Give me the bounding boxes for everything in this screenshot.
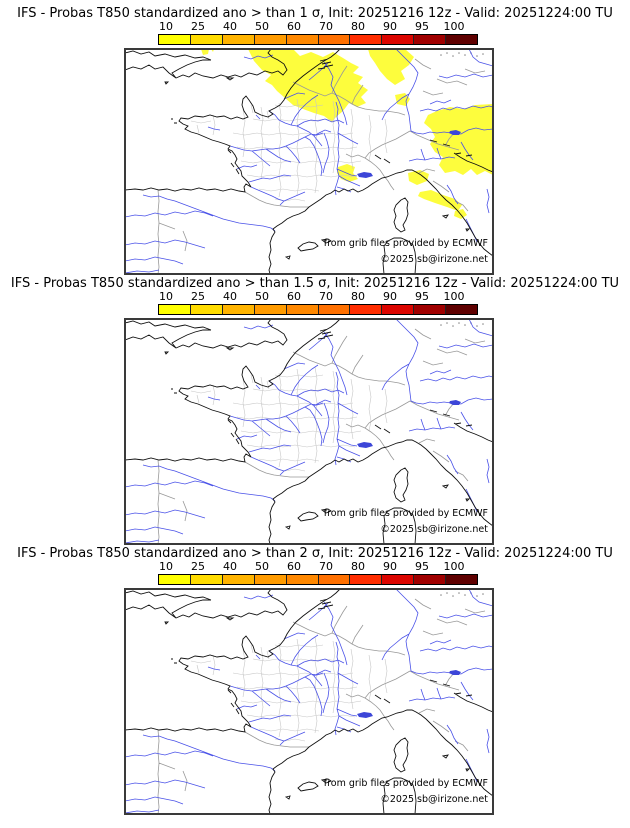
colorbar-scale: [158, 304, 478, 315]
colorbar-tick: 25: [191, 20, 205, 33]
colorbar-tick: 90: [383, 290, 397, 303]
colorbar-tick: 80: [351, 20, 365, 33]
colorbar-tick: 100: [443, 290, 465, 303]
colorbar-tick: 100: [443, 560, 465, 573]
colorbar-segment: [349, 305, 382, 314]
colorbar-segment: [445, 575, 478, 584]
colorbar-tick: 80: [351, 290, 365, 303]
panel-sigma-2: IFS - Probas T850 standardized ano > tha…: [0, 542, 630, 815]
attribution-copyright: ©2025 sb@irizone.net: [380, 524, 488, 535]
colorbar-segment: [189, 305, 222, 314]
colorbar-tick: 60: [287, 290, 301, 303]
probability-colorbar: 10 25 40 50 60 70 80 90 95 100: [138, 561, 492, 588]
colorbar-segment: [221, 35, 254, 44]
colorbar-segment: [317, 35, 350, 44]
colorbar-tick: 100: [443, 20, 465, 33]
colorbar-segment: [349, 35, 382, 44]
colorbar-segment: [445, 305, 478, 314]
attribution-copyright: ©2025 sb@irizone.net: [380, 254, 488, 265]
colorbar-tick: 60: [287, 20, 301, 33]
attribution-copyright: ©2025 sb@irizone.net: [380, 794, 488, 805]
colorbar-segment: [285, 305, 318, 314]
probability-colorbar: 10 25 40 50 60 70 80 90 95 100: [138, 291, 492, 318]
colorbar-segment: [253, 575, 286, 584]
map-canvas: [125, 49, 493, 274]
colorbar-segment: [253, 305, 286, 314]
colorbar-segment: [381, 575, 414, 584]
colorbar-tick: 70: [319, 20, 333, 33]
probability-region: [201, 49, 209, 55]
colorbar-segment: [413, 575, 446, 584]
colorbar-tick: 70: [319, 290, 333, 303]
probability-region: [248, 49, 368, 122]
panel-title: IFS - Probas T850 standardized ano > tha…: [17, 6, 613, 21]
panel-title: IFS - Probas T850 standardized ano > tha…: [17, 546, 613, 561]
colorbar-segment: [221, 305, 254, 314]
colorbar-segment: [189, 575, 222, 584]
colorbar-segment: [189, 35, 222, 44]
colorbar-tick: 95: [415, 20, 429, 33]
colorbar-tick: 80: [351, 560, 365, 573]
probability-colorbar: 10 25 40 50 60 70 80 90 95 100: [138, 21, 492, 48]
colorbar-scale: [158, 574, 478, 585]
colorbar-scale: [158, 34, 478, 45]
colorbar-tick: 25: [191, 560, 205, 573]
colorbar-segment: [381, 35, 414, 44]
probability-region: [424, 104, 493, 175]
colorbar-tick: 40: [223, 560, 237, 573]
probability-region: [337, 164, 358, 182]
colorbar-segment: [413, 305, 446, 314]
colorbar-tick: 50: [255, 290, 269, 303]
colorbar-segment: [285, 575, 318, 584]
panel-title: IFS - Probas T850 standardized ano > tha…: [10, 276, 620, 291]
panel-sigma-1: IFS - Probas T850 standardized ano > tha…: [0, 2, 630, 275]
colorbar-tick: 90: [383, 20, 397, 33]
colorbar-segment: [413, 35, 446, 44]
probability-region: [368, 49, 414, 85]
probability-map: from grib files provided by ECMWF ©2025 …: [124, 48, 494, 275]
colorbar-tick: 70: [319, 560, 333, 573]
colorbar-segment: [317, 305, 350, 314]
colorbar-segment: [317, 575, 350, 584]
colorbar-segment: [381, 305, 414, 314]
colorbar-segment: [159, 305, 190, 314]
colorbar-tick: 50: [255, 20, 269, 33]
colorbar-segment: [221, 575, 254, 584]
colorbar-segment: [159, 575, 190, 584]
colorbar-tick: 40: [223, 290, 237, 303]
probability-map: from grib files provided by ECMWF ©2025 …: [124, 318, 494, 545]
attribution-source: from grib files provided by ECMWF: [323, 238, 488, 249]
attribution-source: from grib files provided by ECMWF: [323, 778, 488, 789]
colorbar-segment: [253, 35, 286, 44]
probability-map: from grib files provided by ECMWF ©2025 …: [124, 588, 494, 815]
colorbar-tick: 90: [383, 560, 397, 573]
colorbar-tick: 10: [159, 290, 173, 303]
colorbar-tick: 95: [415, 560, 429, 573]
colorbar-tick: 25: [191, 290, 205, 303]
panel-sigma-1-5: IFS - Probas T850 standardized ano > tha…: [0, 272, 630, 545]
colorbar-tick: 10: [159, 560, 173, 573]
colorbar-segment: [349, 575, 382, 584]
colorbar-segment: [285, 35, 318, 44]
colorbar-segment: [159, 35, 190, 44]
probability-overlay: [201, 49, 493, 219]
colorbar-segment: [445, 35, 478, 44]
probability-region: [418, 190, 462, 211]
colorbar-tick: 60: [287, 560, 301, 573]
colorbar-tick: 40: [223, 20, 237, 33]
probability-region: [408, 170, 429, 185]
colorbar-tick: 95: [415, 290, 429, 303]
attribution-source: from grib files provided by ECMWF: [323, 508, 488, 519]
colorbar-tick: 50: [255, 560, 269, 573]
colorbar-tick: 10: [159, 20, 173, 33]
